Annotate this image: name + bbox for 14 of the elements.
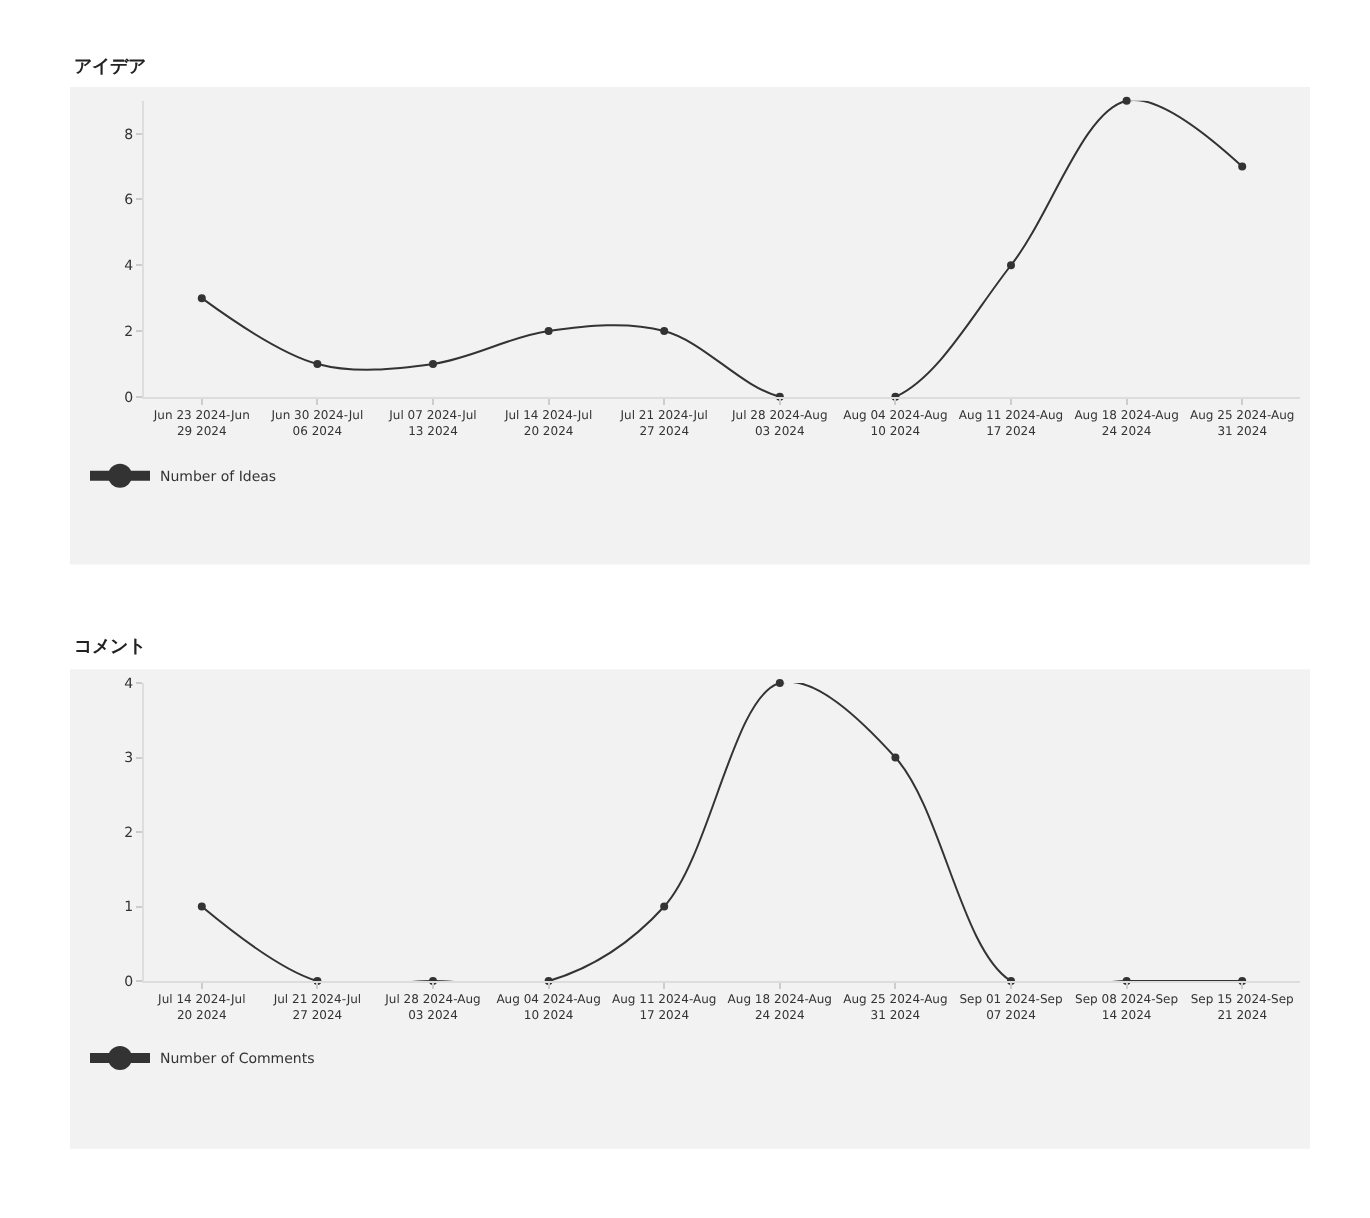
point xyxy=(313,359,322,368)
point xyxy=(1007,261,1015,270)
chart-title: アイデア xyxy=(74,58,146,78)
point xyxy=(197,902,206,911)
point xyxy=(1122,96,1131,105)
point xyxy=(429,359,437,368)
point xyxy=(197,294,206,303)
point xyxy=(660,327,669,336)
point xyxy=(775,679,784,688)
chart-title: コメント xyxy=(74,638,146,658)
point xyxy=(544,327,553,336)
point xyxy=(1238,162,1247,171)
point xyxy=(660,902,669,911)
point xyxy=(891,753,900,762)
